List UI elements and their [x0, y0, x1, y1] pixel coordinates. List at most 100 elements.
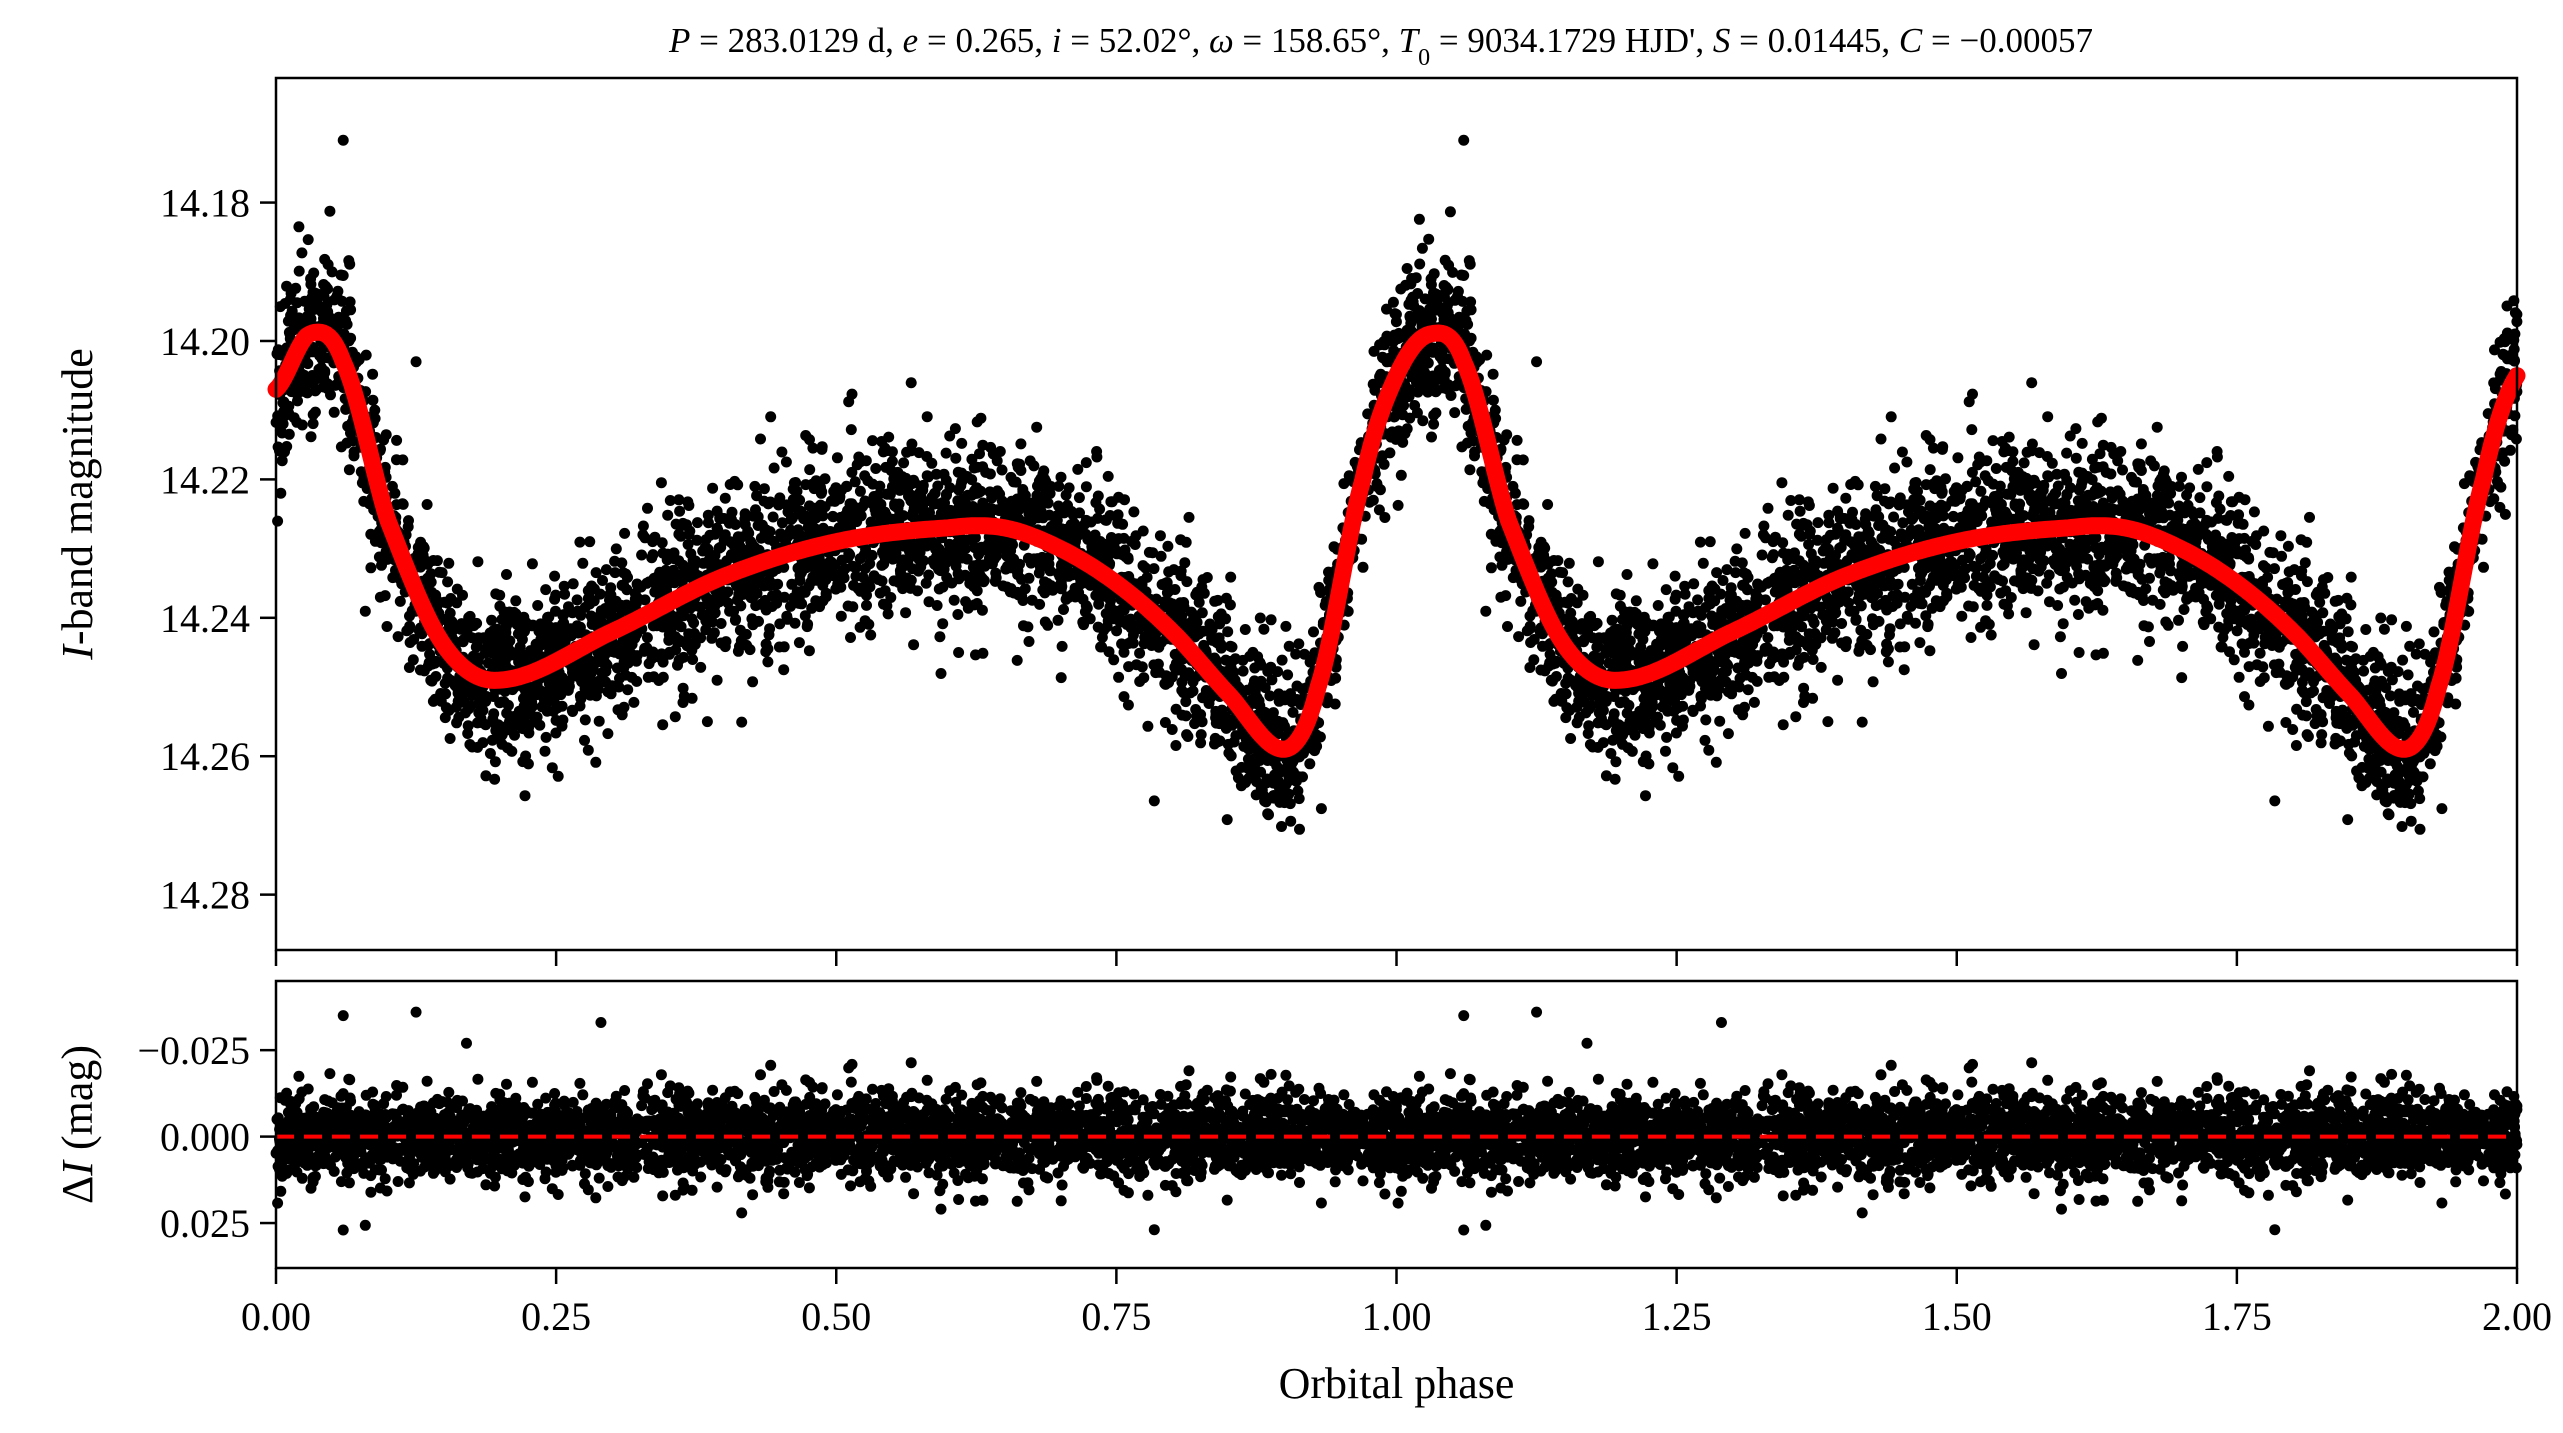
data-point	[677, 519, 689, 531]
data-point	[1762, 502, 1774, 514]
data-point	[2042, 411, 2054, 423]
data-point	[296, 247, 308, 259]
data-point	[908, 639, 920, 651]
data-point	[1803, 500, 1815, 511]
data-point	[664, 632, 676, 644]
data-point	[1242, 762, 1254, 774]
data-point	[1191, 616, 1203, 628]
data-point	[367, 368, 379, 380]
data-point	[709, 528, 721, 540]
data-point	[1776, 477, 1788, 489]
data-point	[656, 537, 668, 549]
data-point	[1297, 771, 1308, 783]
data-point	[842, 600, 854, 612]
data-point	[279, 446, 290, 458]
data-point	[302, 234, 314, 246]
data-point	[776, 446, 788, 458]
data-point	[1023, 636, 1035, 647]
data-point	[445, 593, 457, 604]
data-point	[940, 447, 952, 459]
data-point	[482, 657, 494, 669]
data-point	[753, 615, 764, 627]
data-point	[1640, 790, 1651, 802]
data-point	[397, 498, 408, 510]
data-point	[664, 495, 676, 506]
data-point	[855, 510, 867, 522]
data-point	[367, 394, 379, 406]
data-point	[953, 573, 965, 585]
data-point	[1053, 480, 1065, 492]
data-point	[905, 478, 917, 490]
data-point	[895, 568, 907, 580]
data-point	[1924, 645, 1936, 657]
data-point	[490, 588, 502, 600]
data-point	[1178, 597, 1190, 608]
data-point	[292, 395, 303, 407]
data-point	[913, 565, 924, 577]
data-point	[2080, 596, 2092, 608]
data-point	[2173, 480, 2185, 492]
data-point	[1092, 490, 1104, 502]
data-point	[516, 634, 528, 645]
data-point	[940, 489, 952, 501]
data-point	[1045, 580, 1057, 592]
data-point	[1176, 684, 1188, 696]
data-point	[775, 528, 787, 540]
data-point	[881, 488, 893, 500]
data-point	[572, 670, 583, 682]
data-point	[788, 592, 800, 604]
data-point	[1037, 490, 1049, 502]
data-point	[574, 536, 586, 548]
data-point	[629, 593, 641, 605]
data-point	[1273, 767, 1285, 779]
data-point	[549, 570, 561, 582]
data-point	[1357, 561, 1369, 573]
data-point	[656, 570, 668, 582]
data-point	[2345, 571, 2357, 583]
data-point	[1304, 758, 1316, 770]
data-point	[1131, 659, 1142, 671]
data-point	[404, 637, 416, 648]
data-point	[1211, 636, 1223, 648]
data-point	[859, 615, 871, 627]
data-point	[1661, 731, 1673, 743]
data-point	[767, 511, 779, 523]
data-point	[2162, 619, 2174, 631]
data-point	[1172, 606, 1184, 618]
data-point	[686, 613, 698, 625]
data-point	[1095, 641, 1107, 653]
data-point	[680, 570, 692, 582]
data-point	[1204, 618, 1216, 630]
data-point	[730, 519, 741, 530]
data-point	[1134, 647, 1146, 659]
data-point	[845, 632, 856, 643]
data-point	[305, 431, 317, 443]
data-point	[955, 480, 967, 492]
data-point	[2115, 446, 2127, 457]
data-point	[484, 748, 496, 759]
data-point	[1183, 511, 1195, 523]
data-point	[306, 370, 318, 381]
data-point	[1699, 734, 1711, 746]
data-point	[1794, 505, 1806, 517]
data-point	[790, 477, 802, 488]
data-point	[1196, 607, 1208, 619]
data-point	[1265, 614, 1277, 626]
data-point	[702, 609, 714, 621]
data-point	[318, 372, 330, 384]
data-point	[344, 296, 356, 308]
data-point	[879, 442, 891, 454]
data-point	[1063, 482, 1075, 494]
data-point	[905, 377, 917, 389]
data-point	[731, 580, 743, 592]
data-point	[1113, 671, 1125, 683]
data-point	[949, 540, 961, 552]
data-point	[621, 640, 633, 652]
data-point	[749, 480, 761, 492]
data-point	[768, 462, 780, 474]
data-point	[841, 480, 852, 492]
data-point	[444, 733, 456, 744]
data-point	[1308, 626, 1319, 638]
data-point	[579, 714, 591, 726]
data-point	[552, 770, 564, 782]
